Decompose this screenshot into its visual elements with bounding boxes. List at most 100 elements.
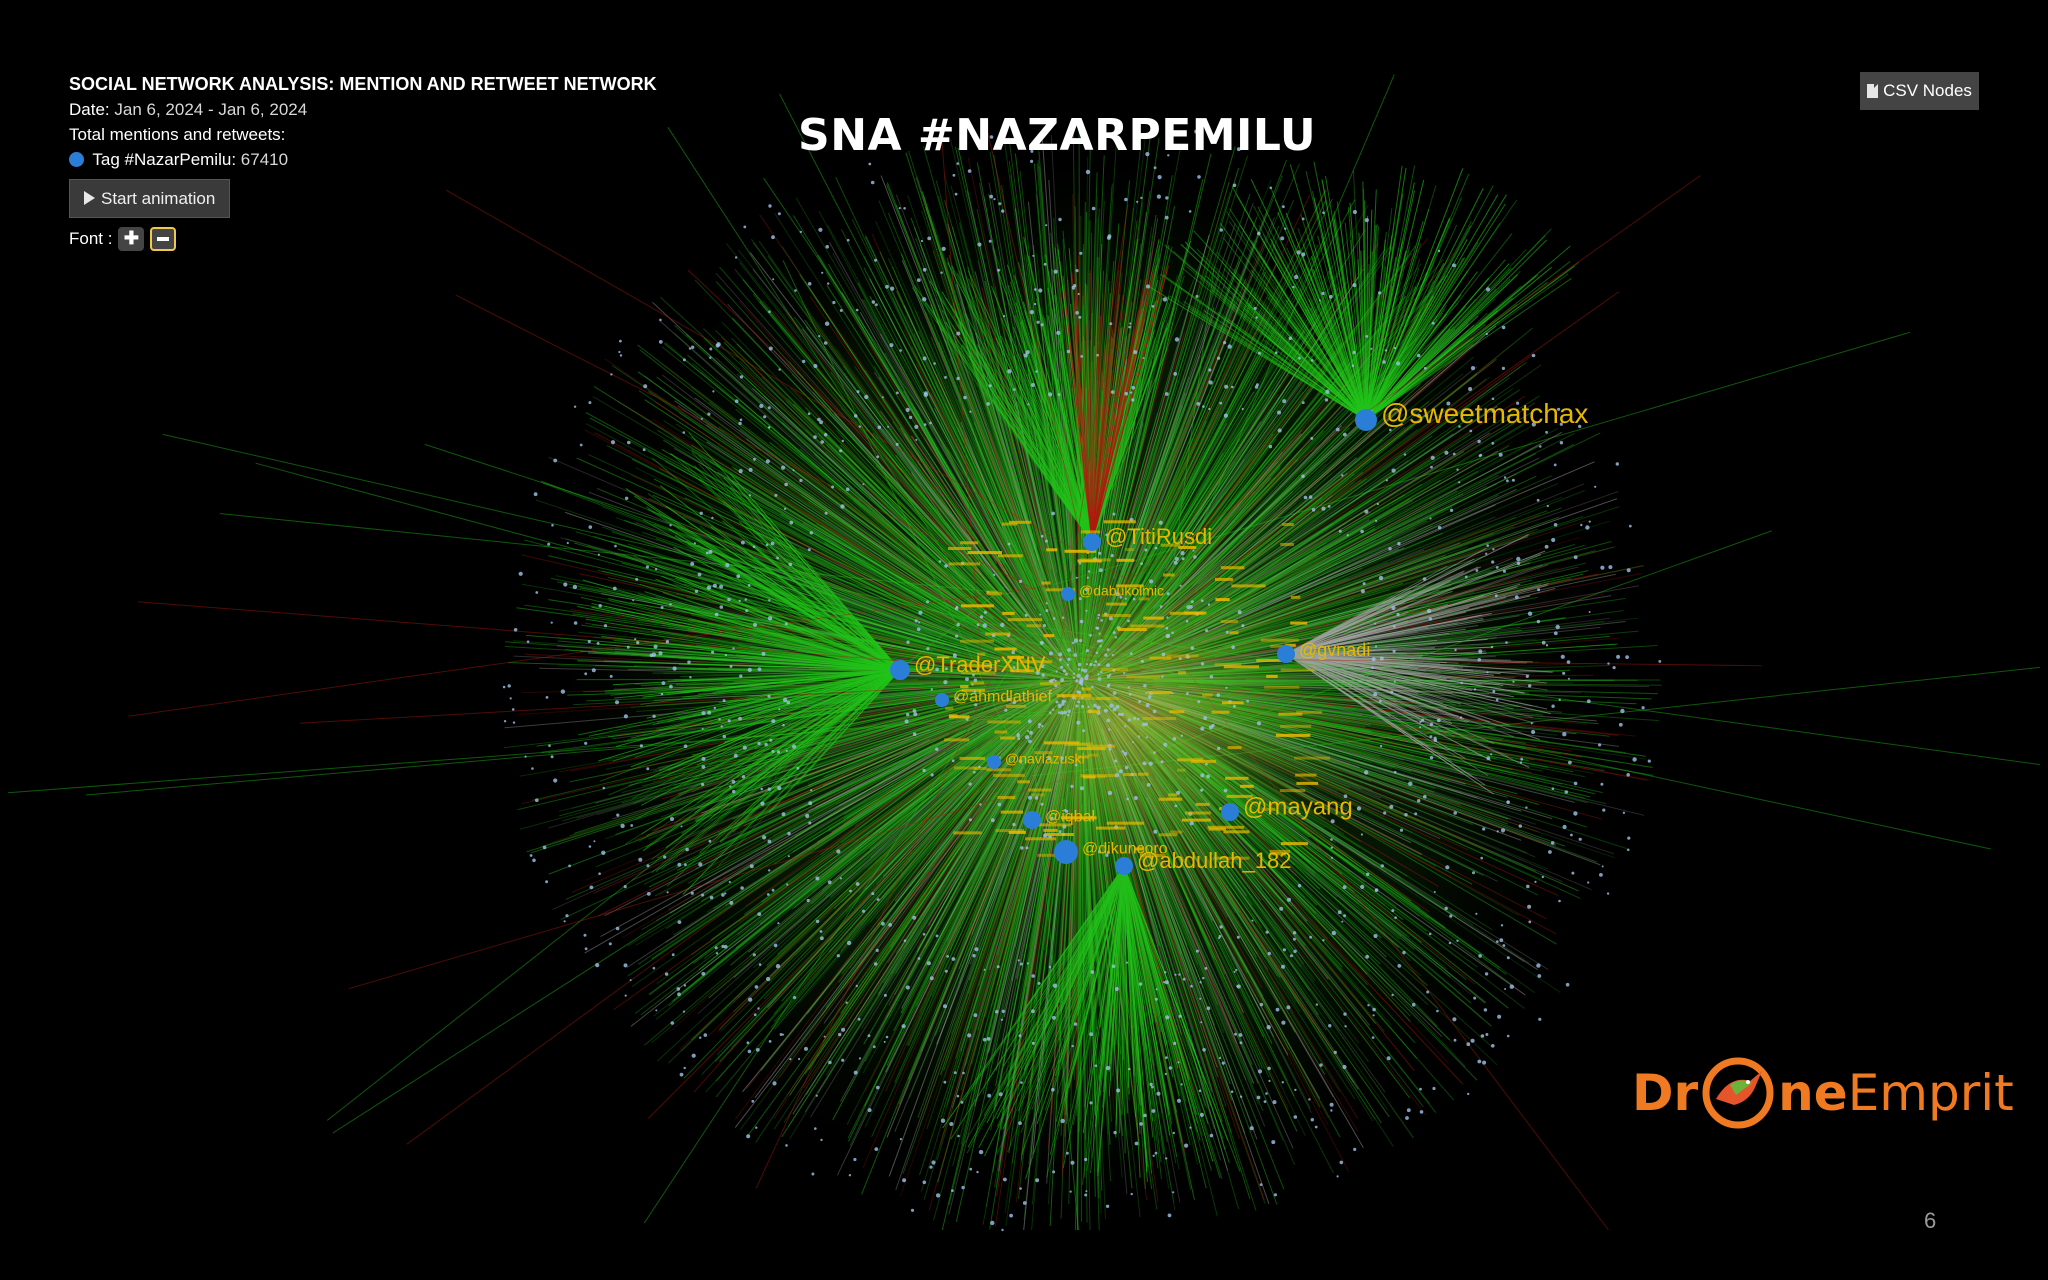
network-node [1255, 316, 1258, 319]
network-node [906, 640, 910, 644]
network-edge [758, 240, 1009, 595]
network-node [784, 482, 788, 487]
network-node [670, 817, 674, 821]
network-edge [1339, 220, 1367, 421]
network-node [1525, 674, 1529, 679]
network-edge [736, 373, 1009, 625]
network-edge [1091, 341, 1113, 543]
network-node [1269, 186, 1273, 190]
network-edge [1365, 217, 1451, 421]
network-edge [1166, 249, 1386, 574]
network-node [1223, 341, 1227, 345]
network-edge [1056, 265, 1093, 543]
network-node [1277, 410, 1281, 415]
network-node [1392, 625, 1396, 628]
network-edge [602, 526, 927, 638]
network-node [1405, 1116, 1409, 1120]
network-node [824, 433, 828, 437]
network-node [1557, 407, 1561, 411]
network-node [1259, 1183, 1263, 1186]
network-node [739, 674, 743, 678]
network-node [687, 660, 691, 664]
network-node [1505, 641, 1508, 644]
network-node [1562, 732, 1567, 737]
network-node [1482, 1060, 1487, 1065]
network-edge [961, 344, 1093, 543]
network-edge [446, 189, 1130, 582]
network-node [589, 885, 594, 890]
network-node [1391, 909, 1395, 913]
network-node [547, 542, 551, 546]
network-node [1108, 616, 1113, 621]
network-node [898, 207, 901, 210]
network-node [1490, 645, 1494, 649]
network-node [1324, 398, 1329, 402]
network-node [1051, 511, 1055, 516]
network-node [1052, 1170, 1056, 1174]
network-node [782, 697, 788, 703]
network-node [1190, 646, 1195, 650]
network-edge [1026, 398, 1093, 543]
network-node [1181, 557, 1185, 561]
network-node [804, 1046, 808, 1051]
network-node [1194, 129, 1199, 134]
network-node [1516, 556, 1521, 562]
network-node [927, 236, 932, 241]
network-node [1236, 985, 1239, 988]
network-node [1491, 1044, 1495, 1048]
network-node [1494, 594, 1498, 598]
network-node [1124, 391, 1128, 396]
network-edge [1014, 275, 1093, 543]
network-edge [1177, 245, 1417, 571]
network-node [1506, 479, 1509, 483]
network-node [1203, 716, 1208, 720]
network-node [807, 412, 811, 416]
network-node [1364, 509, 1369, 514]
network-node [1221, 1061, 1225, 1065]
network-node [944, 376, 947, 379]
network-node [857, 1017, 861, 1021]
network-node [511, 708, 515, 711]
network-node [1370, 347, 1373, 350]
network-node [707, 710, 712, 715]
network-node [760, 801, 765, 806]
network-node [1106, 648, 1110, 651]
network-edge [574, 714, 949, 834]
network-node [1419, 720, 1422, 724]
network-node [785, 749, 788, 753]
network-node [747, 1049, 752, 1054]
network-node [1051, 708, 1055, 711]
network-node [1128, 325, 1131, 329]
network-node [1110, 554, 1114, 558]
network-node [1165, 196, 1169, 200]
network-edge [819, 400, 977, 584]
network-edge [944, 296, 1093, 543]
network-node [1067, 657, 1071, 661]
network-node [912, 709, 917, 713]
network-node [1111, 653, 1114, 657]
network-node [1114, 987, 1119, 991]
network-node [509, 697, 512, 700]
network-node [707, 412, 711, 416]
network-node [1227, 344, 1232, 349]
network-node [1018, 1034, 1022, 1038]
network-node [876, 1085, 880, 1090]
network-edge [826, 538, 941, 613]
network-edge [646, 669, 901, 719]
network-node [874, 1147, 879, 1151]
network-edge [326, 586, 1005, 1121]
network-node [1480, 1034, 1485, 1038]
network-edge [1114, 179, 1204, 557]
network-node [1105, 1065, 1111, 1071]
network-node [1078, 597, 1082, 601]
network-node [719, 605, 724, 609]
network-edge [638, 593, 901, 671]
network-node [820, 440, 824, 444]
network-edge [1365, 246, 1411, 421]
network-node [855, 308, 859, 312]
network-node [1315, 1003, 1319, 1006]
network-node [867, 1034, 871, 1038]
network-node [1585, 525, 1590, 530]
network-edge [937, 195, 1041, 561]
network-node [1491, 441, 1495, 445]
